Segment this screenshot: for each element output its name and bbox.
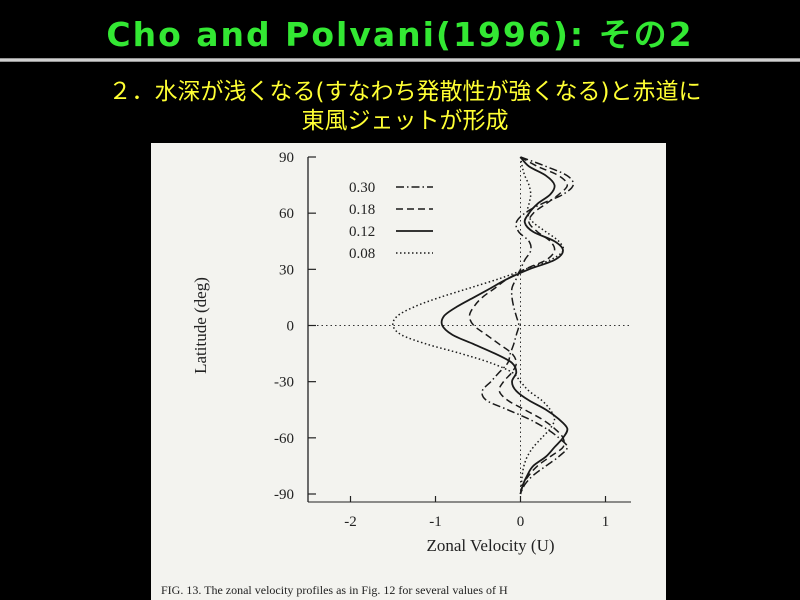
y-tick-label: 90 xyxy=(279,150,294,166)
x-tick-label: 0 xyxy=(517,514,525,530)
chart-series xyxy=(392,156,575,495)
title-divider xyxy=(0,58,800,62)
series-line-0.12 xyxy=(440,156,569,495)
chart-ticks: 90 60 30 0 -30 -60 -90 -2 -1 0 1 xyxy=(274,150,609,530)
chart-legend: 0.30 0.18 0.12 0.08 xyxy=(349,180,433,262)
figure-scan: 90 60 30 0 -30 -60 -90 -2 -1 0 1 0.30 0.18 0.12 0.08 … xyxy=(151,143,666,600)
series-line-0.30 xyxy=(481,156,575,495)
y-tick-label: -30 xyxy=(274,375,294,391)
y-tick-label: 0 xyxy=(287,319,295,335)
y-tick-label: -60 xyxy=(274,431,294,447)
legend-label: 0.30 xyxy=(349,180,375,196)
slide-subtitle: ２．水深が浅くなる(すなわち発散性が強くなる)と赤道に 東風ジェットが形成 xyxy=(20,78,790,136)
x-tick-label: -1 xyxy=(429,514,442,530)
chart-axes xyxy=(307,157,631,503)
legend-label: 0.12 xyxy=(349,224,375,240)
y-tick-label: 60 xyxy=(279,206,294,222)
slide-title: Cho and Polvani(1996): その2 xyxy=(106,15,694,54)
subtitle-line-1: ２．水深が浅くなる(すなわち発散性が強くなる)と赤道に xyxy=(108,79,702,105)
subtitle-line-2: 東風ジェットが形成 xyxy=(301,108,509,134)
y-tick-label: -90 xyxy=(274,487,294,503)
figure-caption: FIG. 13. The zonal velocity profiles as … xyxy=(161,583,508,597)
x-axis-label: Zonal Velocity (U) xyxy=(426,536,554,555)
x-tick-label: -2 xyxy=(344,514,357,530)
legend-label: 0.18 xyxy=(349,202,375,218)
x-tick-label: 1 xyxy=(602,514,610,530)
y-tick-label: 30 xyxy=(279,262,294,278)
y-axis-label: Latitude (deg) xyxy=(191,277,210,374)
legend-label: 0.08 xyxy=(349,246,375,262)
